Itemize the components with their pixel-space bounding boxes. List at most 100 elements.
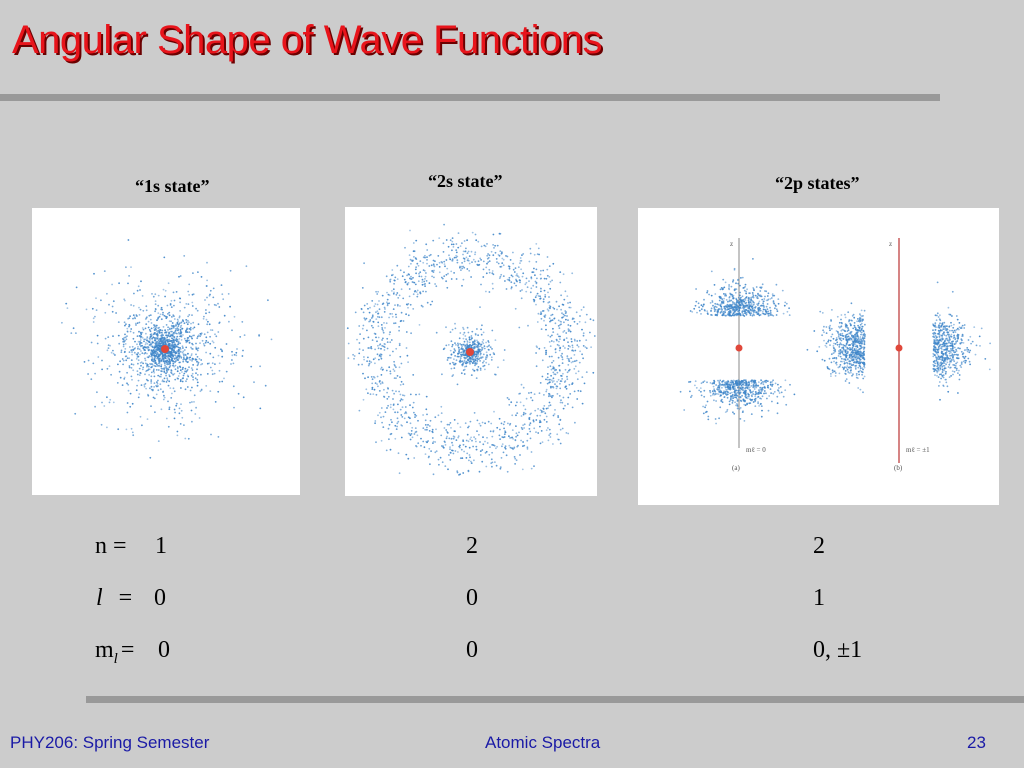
electron-dot	[181, 416, 184, 419]
electron-dot	[177, 375, 180, 377]
electron-dot	[702, 405, 704, 408]
electron-dot	[412, 401, 415, 404]
electron-dot	[457, 246, 460, 249]
electron-dot	[528, 417, 530, 420]
electron-dot	[525, 397, 528, 400]
electron-dot	[125, 428, 128, 431]
electron-dot	[471, 261, 473, 263]
electron-dot	[740, 382, 742, 385]
electron-dot	[516, 275, 519, 277]
electron-dot	[401, 275, 404, 278]
electron-dot	[135, 324, 137, 326]
electron-dot	[165, 334, 168, 337]
electron-dot	[556, 380, 558, 383]
electron-dot	[435, 428, 437, 431]
electron-dot	[211, 373, 214, 376]
electron-dot	[719, 379, 722, 382]
electron-dot	[145, 332, 147, 335]
electron-dot	[383, 388, 385, 391]
electron-dot	[161, 367, 164, 370]
electron-dot	[555, 369, 557, 371]
electron-dot	[125, 266, 127, 269]
electron-dot	[153, 371, 156, 374]
electron-dot	[154, 308, 157, 311]
electron-dot	[195, 353, 197, 356]
electron-dot	[176, 434, 179, 437]
electron-dot	[421, 283, 424, 286]
electron-dot	[457, 451, 459, 453]
electron-dot	[185, 346, 188, 349]
electron-dot	[567, 348, 570, 350]
orbital-2s-image	[345, 207, 597, 496]
electron-dot	[432, 259, 435, 262]
electron-dot	[543, 394, 545, 396]
electron-dot	[951, 353, 954, 356]
electron-dot	[376, 315, 379, 318]
electron-dot	[566, 378, 569, 381]
electron-dot	[453, 351, 455, 354]
electron-dot	[789, 383, 791, 386]
electron-dot	[699, 387, 702, 389]
electron-dot	[214, 346, 217, 349]
electron-dot	[188, 335, 191, 337]
electron-dot	[526, 433, 529, 435]
electron-dot	[482, 361, 484, 364]
electron-dot	[122, 345, 125, 348]
electron-dot	[391, 315, 394, 318]
electron-dot	[182, 360, 185, 363]
electron-dot	[494, 339, 497, 341]
electron-dot	[535, 243, 538, 245]
electron-dot	[173, 304, 175, 307]
electron-dot	[508, 404, 511, 406]
electron-dot	[703, 380, 706, 382]
electron-dot	[718, 299, 721, 302]
electron-dot	[426, 413, 428, 416]
electron-dot	[530, 451, 533, 453]
electron-dot	[139, 340, 141, 343]
electron-dot	[547, 301, 550, 304]
electron-dot	[393, 322, 395, 325]
electron-dot	[766, 380, 769, 382]
electron-dot	[174, 364, 177, 367]
electron-dot	[181, 371, 183, 373]
electron-dot	[491, 465, 493, 468]
electron-dot	[367, 376, 369, 379]
electron-dot	[530, 277, 533, 280]
electron-dot	[175, 402, 178, 405]
electron-dot	[162, 391, 164, 393]
electron-dot	[742, 300, 745, 303]
electron-dot	[444, 265, 446, 268]
electron-dot	[737, 301, 740, 304]
electron-dot	[139, 339, 142, 341]
electron-dot	[537, 312, 540, 315]
electron-dot	[737, 383, 740, 386]
electron-dot	[510, 436, 513, 439]
electron-dot	[176, 356, 179, 358]
electron-dot	[153, 346, 156, 349]
electron-dot	[523, 444, 526, 447]
electron-dot	[487, 253, 489, 255]
electron-dot	[566, 355, 569, 357]
electron-dot	[958, 374, 961, 376]
axis-label-a: z	[730, 240, 733, 248]
electron-dot	[703, 395, 706, 398]
electron-dot	[409, 404, 411, 406]
electron-dot	[513, 271, 516, 273]
electron-dot	[483, 360, 485, 362]
electron-dot	[380, 374, 383, 376]
electron-dot	[155, 344, 158, 347]
electron-dot	[472, 347, 475, 349]
electron-dot	[554, 351, 557, 354]
electron-dot	[157, 347, 159, 350]
electron-dot	[486, 436, 488, 439]
electron-dot	[172, 314, 175, 316]
electron-dot	[138, 321, 141, 324]
electron-dot	[728, 305, 731, 308]
electron-dot	[552, 340, 555, 343]
electron-dot	[170, 372, 173, 375]
electron-dot	[152, 324, 155, 326]
electron-dot	[387, 427, 390, 430]
electron-dot	[492, 352, 495, 354]
electron-dot	[457, 342, 459, 345]
electron-dot	[396, 375, 399, 377]
